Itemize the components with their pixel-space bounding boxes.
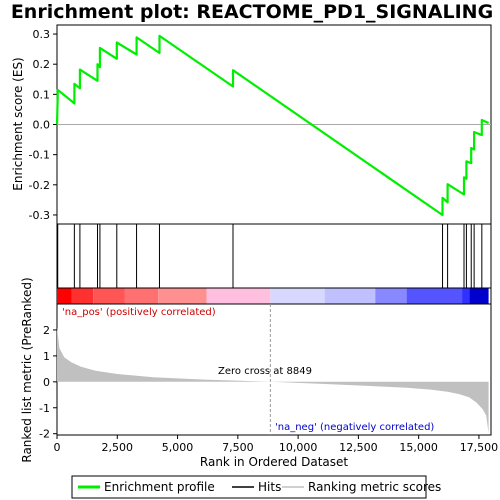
metric-y-tick-label: 1 [43,350,50,363]
rank-bar-segment [124,288,159,304]
metric-y-axis-label: Ranked list metric (PreRanked) [20,277,34,462]
metric-y-tick-label: -2 [39,428,50,441]
x-tick-label: 5,000 [162,441,194,454]
rank-bar-segment [270,288,325,304]
rank-bar-segment [57,288,72,304]
es-series-group [55,34,490,217]
legend-metric-label: Ranking metric scores [308,480,441,494]
es-y-tick-label: 0.0 [33,119,51,132]
hits-panel-frame [56,223,492,289]
rank-bar-segment [158,288,207,304]
rank-bar-segment [406,288,463,304]
es-y-tick-label: -0.1 [29,149,50,162]
x-axis-ticks: 0 2,500 5,000 7,500 10,000 12,500 15,000 17,500 [54,435,499,454]
rank-bar-segment [375,288,407,304]
legend-hits-label: Hits [258,480,281,494]
positively-correlated-label: 'na_pos' (positively correlated) [62,307,216,318]
metric-y-tick-label: -1 [39,402,50,415]
x-axis-label: Rank in Ordered Dataset [200,455,348,469]
metric-panel-frame [56,303,492,436]
legend: Enrichment profile Hits Ranking metric s… [71,475,441,499]
negatively-correlated-label: 'na_neg' (negatively correlated) [275,422,434,433]
zero-cross-label: Zero cross at 8849 [218,366,312,377]
es-y-tick-label: 0.3 [33,28,51,41]
x-tick-label: 10,000 [279,441,318,454]
hits-group [57,224,483,288]
x-tick-label: 15,000 [399,441,438,454]
es-y-tick-label: -0.2 [29,179,50,192]
x-tick-label: 2,500 [102,441,134,454]
rank-bar-segment [93,288,125,304]
rank-bar-segment [462,288,470,304]
es-y-ticks: -0.3 -0.2 -0.1 0.0 0.1 0.2 0.3 [29,28,57,222]
enrichment-profile-line [55,34,490,217]
rank-bar-segment [71,288,94,304]
rank-bar-segment [324,288,376,304]
rank-bar-segment [206,288,271,304]
es-y-tick-label: 0.2 [33,58,51,71]
x-tick-label: 17,500 [460,441,499,454]
es-y-tick-label: 0.1 [33,88,51,101]
chart-title: Enrichment plot: REACTOME_PD1_SIGNALING [11,1,493,23]
rank-bar-segment [469,288,489,304]
es-y-axis-label: Enrichment score (ES) [11,57,25,190]
es-y-tick-label: -0.3 [29,209,50,222]
ranking-metric-area [57,327,489,433]
x-tick-label: 12,500 [339,441,378,454]
x-tick-label: 0 [54,441,61,454]
x-tick-label: 7,500 [222,441,254,454]
rank-color-bar [57,288,489,304]
metric-y-tick-label: 2 [43,324,50,337]
metric-area-group [57,304,489,435]
metric-y-tick-label: 0 [43,376,50,389]
metric-y-ticks: -2 -1 0 1 2 [39,324,57,441]
legend-enrichment-label: Enrichment profile [104,480,215,494]
